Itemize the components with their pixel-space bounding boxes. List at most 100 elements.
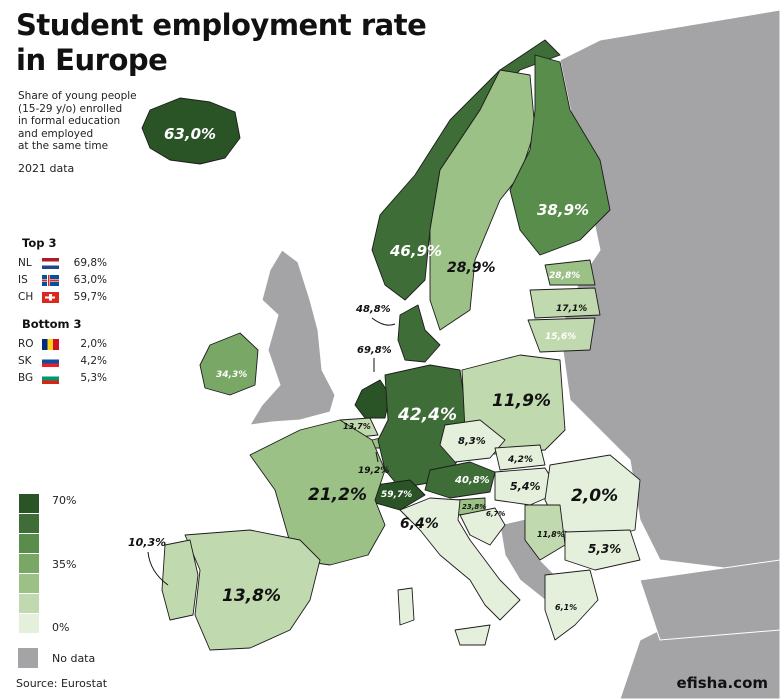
country-code: IS — [18, 274, 28, 286]
bottom3-row: SK 4,2% — [18, 354, 107, 368]
title-line-1: Student employment rate — [16, 8, 427, 42]
scale-swatch — [18, 514, 39, 534]
label-poland: 11,9% — [492, 391, 551, 411]
subtitle: Share of young people (15-29 y/o) enroll… — [18, 90, 178, 153]
top3-row: NL 69,8% — [18, 256, 107, 270]
label-lithuania: 15,6% — [545, 332, 576, 342]
country-value: 4,2% — [80, 355, 107, 367]
flag-romania-icon — [42, 338, 59, 350]
scale-swatch — [18, 574, 39, 594]
label-iceland: 63,0% — [164, 125, 216, 143]
label-portugal: 10,3% — [128, 536, 166, 549]
label-serbia: 11,8% — [537, 530, 565, 539]
country-ireland — [199, 332, 259, 396]
country-italy — [399, 497, 521, 621]
label-denmark: 48,8% — [355, 304, 391, 315]
no-data-turkey — [639, 559, 780, 641]
country-value: 63,0% — [73, 274, 107, 286]
no-data-label: No data — [52, 652, 96, 665]
country-value: 5,3% — [80, 372, 107, 384]
label-czechia: 8,3% — [458, 436, 486, 447]
title-line-2: in Europe — [16, 43, 168, 77]
country-serbia — [524, 504, 566, 561]
scale-swatch — [18, 494, 39, 514]
source-note: Source: Eurostat — [16, 677, 108, 690]
bottom3-heading: Bottom 3 — [22, 317, 82, 331]
country-iceland — [141, 97, 241, 165]
bottom3-row: RO 2,0% — [18, 337, 107, 351]
brand-logo-text: efisha.com — [676, 674, 768, 692]
label-finland: 38,9% — [537, 201, 589, 219]
country-code: RO — [18, 338, 34, 350]
flag-iceland-icon — [42, 274, 59, 286]
country-finland — [509, 54, 611, 256]
flag-bulgaria-icon — [42, 372, 59, 384]
country-latvia — [529, 287, 601, 319]
subtitle-line-4: and employed — [18, 127, 94, 140]
scale-swatch — [18, 614, 39, 634]
label-france: 21,2% — [308, 485, 367, 505]
no-data-uk — [249, 249, 336, 426]
country-estonia — [544, 259, 596, 286]
label-norway: 46,9% — [389, 242, 442, 260]
country-code: BG — [18, 372, 34, 384]
page-title: Student employment rate in Europe — [16, 8, 427, 78]
label-romania: 2,0% — [571, 486, 618, 506]
year-note: 2021 data — [18, 162, 75, 175]
label-luxembourg: 19,2% — [358, 466, 389, 476]
label-croatia: 6,7% — [486, 510, 505, 518]
scale-tick-mid: 35% — [52, 558, 77, 571]
subtitle-line-3: in formal education — [18, 115, 121, 127]
top3-row: IS 63,0% — [18, 273, 107, 287]
island-sicily — [454, 624, 491, 646]
country-slovakia — [494, 444, 546, 471]
flag-slovakia-icon — [42, 355, 59, 367]
label-spain: 13,8% — [222, 586, 281, 606]
label-switzerland: 59,7% — [381, 490, 412, 500]
top3-row: CH 59,7% — [18, 290, 107, 304]
label-greece: 6,1% — [555, 603, 577, 612]
label-austria: 40,8% — [454, 475, 490, 486]
country-greece — [544, 569, 599, 641]
scale-swatch — [18, 594, 39, 614]
subtitle-line-1: Share of young people — [18, 90, 137, 102]
country-czechia — [439, 419, 506, 463]
label-slovakia: 4,2% — [507, 455, 533, 465]
label-germany: 42,4% — [397, 405, 457, 425]
no-data-swatch — [18, 648, 38, 668]
label-slovenia: 23,8% — [462, 503, 486, 511]
country-croatia — [459, 507, 506, 546]
country-france — [249, 419, 386, 566]
label-bulgaria: 5,3% — [588, 542, 621, 556]
country-code: CH — [18, 291, 34, 303]
country-value: 59,7% — [73, 291, 107, 303]
color-scale — [18, 494, 39, 634]
label-sweden: 28,9% — [447, 260, 496, 276]
top3-heading: Top 3 — [22, 236, 57, 250]
label-latvia: 17,1% — [556, 304, 587, 314]
scale-tick-bottom: 0% — [52, 621, 70, 634]
scale-swatch — [18, 534, 39, 554]
country-code: NL — [18, 257, 32, 269]
arrow-luxembourg — [375, 451, 379, 463]
label-italy: 6,4% — [400, 516, 439, 532]
label-netherlands: 69,8% — [357, 345, 392, 356]
label-estonia: 28,8% — [549, 271, 580, 281]
bottom3-row: BG 5,3% — [18, 371, 107, 385]
country-denmark — [397, 304, 441, 363]
arrow-portugal — [147, 551, 169, 586]
island-sardinia — [397, 587, 415, 626]
country-bulgaria — [564, 529, 641, 571]
country-code: SK — [18, 355, 32, 367]
flag-switzerland-icon — [42, 291, 59, 303]
arrow-denmark — [371, 317, 396, 326]
country-value: 2,0% — [80, 338, 107, 350]
subtitle-line-5: at the same time — [18, 140, 109, 152]
label-hungary: 5,4% — [510, 480, 541, 493]
flag-netherlands-icon — [42, 257, 59, 269]
scale-tick-top: 70% — [52, 494, 77, 507]
label-ireland: 34,3% — [216, 370, 247, 380]
country-austria — [424, 461, 496, 499]
country-value: 69,8% — [73, 257, 107, 269]
